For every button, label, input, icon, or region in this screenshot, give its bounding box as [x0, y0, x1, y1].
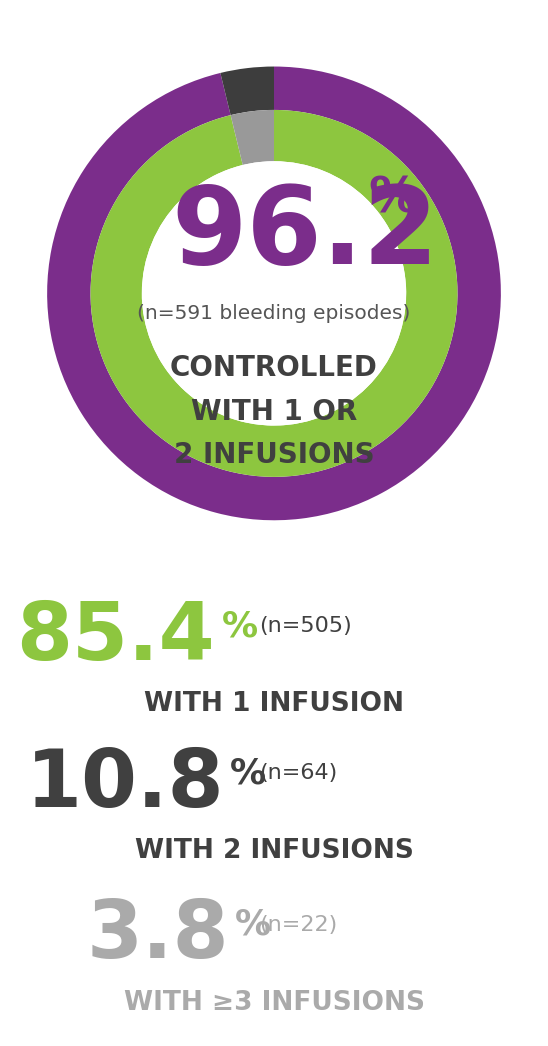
- Wedge shape: [47, 67, 501, 520]
- Text: 10.8: 10.8: [26, 746, 225, 823]
- Text: (n=64): (n=64): [259, 764, 338, 783]
- Text: (n=591 bleeding episodes): (n=591 bleeding episodes): [138, 303, 410, 322]
- Text: %: %: [230, 756, 266, 791]
- Text: 96.2: 96.2: [172, 181, 438, 288]
- Text: WITH 1 INFUSION: WITH 1 INFUSION: [144, 691, 404, 718]
- Text: WITH 2 INFUSIONS: WITH 2 INFUSIONS: [135, 838, 413, 864]
- Text: (n=22): (n=22): [259, 915, 338, 935]
- Text: %: %: [369, 175, 419, 223]
- Circle shape: [142, 161, 406, 426]
- Text: 2 INFUSIONS: 2 INFUSIONS: [174, 441, 374, 470]
- Wedge shape: [220, 67, 274, 115]
- Text: 85.4: 85.4: [16, 598, 215, 677]
- Text: WITH ≥3 INFUSIONS: WITH ≥3 INFUSIONS: [123, 990, 425, 1016]
- Text: WITH 1 OR: WITH 1 OR: [191, 397, 357, 426]
- Text: (n=505): (n=505): [259, 616, 352, 636]
- Wedge shape: [90, 110, 458, 477]
- Text: CONTROLLED: CONTROLLED: [170, 355, 378, 383]
- Text: 3.8: 3.8: [87, 897, 230, 975]
- Text: %: %: [222, 610, 258, 643]
- Wedge shape: [231, 110, 274, 165]
- Text: %: %: [235, 908, 271, 941]
